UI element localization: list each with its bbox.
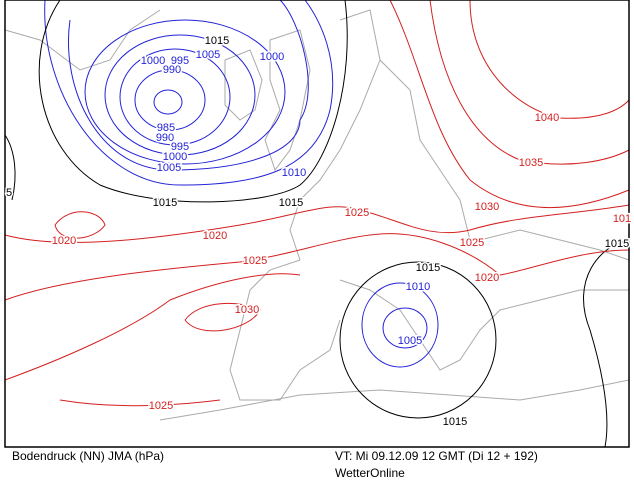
isobar-label: 990 (163, 64, 181, 76)
isobar-label: 1020 (475, 272, 499, 284)
isobar-label: 1025 (460, 237, 484, 249)
isobar-label: 1020 (203, 230, 227, 242)
source: WetterOnline (335, 466, 405, 480)
coastlines (4, 9, 630, 421)
isobar-label: 5 (6, 187, 12, 199)
isobar-label: 1015 (153, 197, 177, 209)
isobar-label: 1005 (157, 162, 181, 174)
isobar-label: 1025 (149, 400, 173, 412)
isobar-label: 1040 (535, 112, 559, 124)
product-label: Bodendruck (NN) JMA (hPa) (12, 449, 164, 463)
isobar-label: 1015 (605, 238, 629, 250)
isobar-label: 1035 (519, 157, 543, 169)
isobar-label: 1030 (235, 304, 259, 316)
isobar-label: 985 (157, 122, 175, 134)
isobar-label: 1010 (282, 167, 306, 179)
isobar-label: 1005 (196, 49, 220, 61)
isobar-label: 990 (156, 132, 174, 144)
map-frame (4, 0, 630, 448)
isobar-label: 995 (171, 55, 189, 67)
isobar-label: 1015 (416, 262, 440, 274)
isobar-label: 1030 (475, 201, 499, 213)
valid-time: VT: Mi 09.12.09 12 GMT (Di 12 + 192) (335, 449, 538, 463)
isobar-label: 1010 (406, 281, 430, 293)
isobar-label: 1025 (345, 207, 369, 219)
isobar-label: 1005 (398, 335, 422, 347)
isobar-label: 1015 (443, 416, 467, 428)
isobar-label: 1000 (141, 55, 165, 67)
isobar-label: 1015 (279, 197, 303, 209)
isobar-label: 1000 (163, 151, 187, 163)
isobar-label: 1025 (243, 255, 267, 267)
isobar-label: 1015 (205, 35, 229, 47)
isobar-label: 101 (613, 213, 631, 225)
isobars (4, 0, 630, 448)
isobar-label: 995 (171, 141, 189, 153)
isobar-label: 1000 (260, 51, 284, 63)
isobar-label: 1020 (52, 235, 76, 247)
